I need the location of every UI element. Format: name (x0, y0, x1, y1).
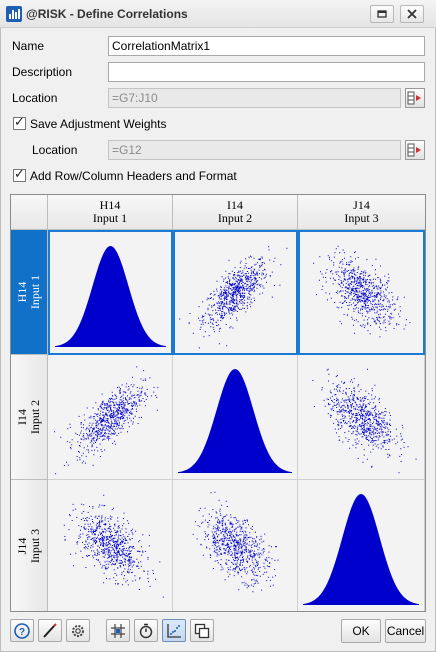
column-header-2[interactable]: I14 Input 2 (173, 195, 298, 230)
row-header-name: Input 1 (28, 274, 42, 310)
title-bar: @RISK - Define Correlations (0, 0, 436, 28)
save-weights-checkbox[interactable] (13, 115, 26, 130)
column-header-3[interactable]: J14 Input 3 (298, 195, 425, 230)
scatter-view-button[interactable] (162, 619, 186, 642)
name-input[interactable]: CorrelationMatrix1 (108, 36, 425, 56)
cancel-button[interactable]: Cancel (385, 619, 426, 643)
restore-icon (377, 10, 387, 18)
column-header-name: Input 1 (92, 211, 128, 225)
matrix-cell-1-2[interactable] (173, 230, 298, 355)
settings-icon (72, 625, 84, 637)
headers-checkbox[interactable] (13, 167, 26, 182)
scatter-plot (312, 368, 417, 474)
weights-location-label: Location (32, 143, 78, 157)
density-curve (303, 494, 419, 605)
density-plot (178, 369, 292, 473)
weights-location-picker-button[interactable] (405, 140, 425, 160)
edit-button[interactable] (38, 619, 62, 642)
scatter-points (179, 246, 288, 349)
scatter-plot (313, 245, 411, 338)
matrix-cell-3-1[interactable] (48, 480, 173, 611)
edit-icon (43, 623, 57, 638)
settings-button[interactable] (66, 619, 90, 642)
density-plot (55, 246, 166, 347)
scatter-points (312, 368, 417, 474)
help-icon: ? (14, 623, 30, 639)
timer-button[interactable] (134, 619, 158, 642)
column-header-cell: H14 (99, 198, 121, 212)
row-header-name: Input 2 (28, 399, 42, 435)
timer-icon (139, 623, 153, 639)
density-curve (178, 369, 292, 473)
matrix-cell-1-3[interactable] (298, 230, 425, 355)
headers-label: Add Row/Column Headers and Format (30, 169, 237, 183)
scatter-points (63, 494, 164, 598)
scatter-points (192, 491, 279, 593)
matrix-cell-3-2[interactable] (173, 480, 298, 611)
copy-button[interactable] (190, 619, 214, 642)
location-label: Location (12, 91, 58, 105)
description-input[interactable] (108, 62, 425, 82)
svg-text:?: ? (19, 627, 25, 638)
range-select-icon (407, 143, 421, 157)
help-button[interactable]: ? (10, 619, 34, 642)
matrix-corner (11, 195, 48, 230)
save-weights-label: Save Adjustment Weights (30, 117, 167, 131)
column-header-cell: J14 (353, 198, 370, 212)
matrix-cell-2-1[interactable] (48, 355, 173, 480)
row-header-2[interactable]: I14 Input 2 (11, 355, 48, 480)
scatter-points (313, 245, 411, 338)
weights-location-input[interactable]: =G12 (108, 140, 401, 160)
description-label: Description (12, 65, 73, 79)
ok-button[interactable]: OK (341, 619, 381, 643)
close-button[interactable] (400, 5, 424, 23)
copy-icon (194, 623, 210, 639)
location-input[interactable]: =G7:J10 (108, 88, 401, 108)
scatter-plot (179, 246, 288, 349)
close-icon (407, 9, 417, 19)
column-header-cell: I14 (227, 198, 243, 212)
scatter-plot (63, 494, 164, 598)
row-header-3[interactable]: J14 Input 3 (11, 480, 48, 611)
column-header-name: Input 2 (217, 211, 253, 225)
row-header-1[interactable]: H14 Input 1 (11, 230, 48, 355)
density-plot (303, 494, 419, 605)
location-picker-button[interactable] (405, 88, 425, 108)
row-header-name: Input 3 (28, 528, 42, 563)
bar-chart-icon (6, 6, 22, 22)
matrix-cell-2-3[interactable] (298, 355, 425, 480)
scatter-points (54, 366, 159, 475)
density-curve (55, 246, 166, 347)
matrix-view-button[interactable] (106, 619, 130, 642)
column-header-1[interactable]: H14 Input 1 (48, 195, 173, 230)
restore-button[interactable] (370, 5, 394, 23)
column-header-name: Input 3 (344, 211, 379, 225)
name-label: Name (12, 39, 45, 53)
matrix-cell-2-2[interactable] (173, 355, 298, 480)
matrix-icon (111, 624, 125, 638)
range-select-icon (407, 91, 421, 105)
scatter-icon (167, 624, 181, 638)
matrix-cell-3-3[interactable] (298, 480, 425, 611)
correlation-matrix: H14 Input 1 I14 Input 2 J14 Input 3 H14 I… (10, 194, 426, 612)
scatter-plot (54, 366, 159, 475)
matrix-cell-1-1[interactable] (48, 230, 173, 355)
scatter-plot (192, 491, 279, 593)
window-title: @RISK - Define Correlations (26, 7, 188, 21)
